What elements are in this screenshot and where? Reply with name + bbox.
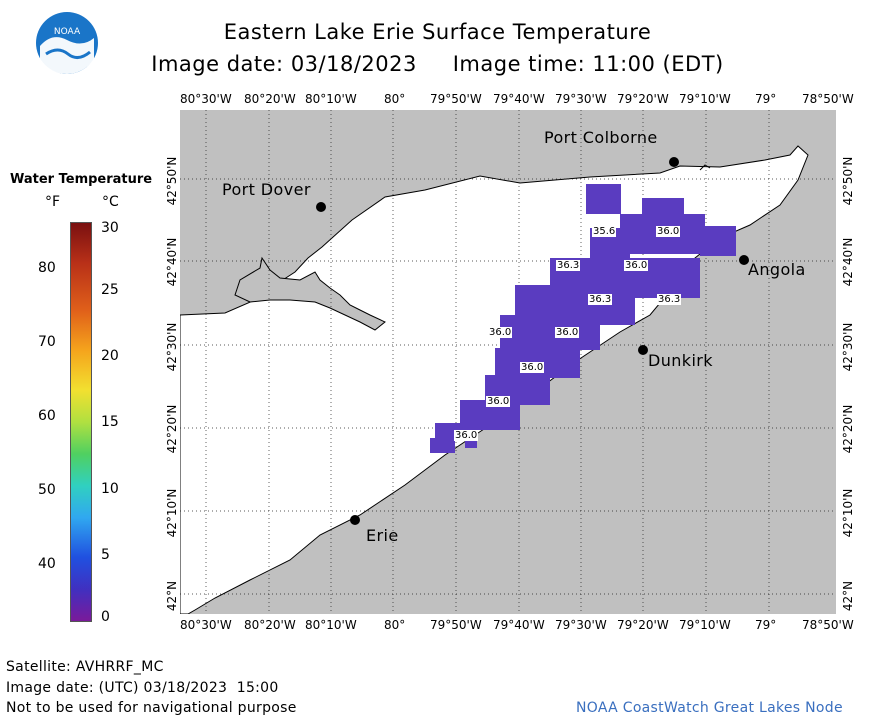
lon-tick-bottom: 79°50'W bbox=[430, 618, 482, 632]
legend-c-tick: 15 bbox=[101, 414, 119, 430]
lon-tick-top: 80°30'W bbox=[180, 92, 232, 106]
legend-c-tick: 20 bbox=[101, 348, 119, 364]
svg-text:NOAA: NOAA bbox=[54, 27, 81, 37]
temp-label: 36.0 bbox=[454, 430, 479, 441]
lon-tick-top: 80° bbox=[384, 92, 406, 106]
legend-f-tick: 80 bbox=[38, 260, 56, 276]
lon-tick-top: 79°20'W bbox=[617, 92, 669, 106]
city-label-port-dover: Port Dover bbox=[222, 180, 311, 199]
map-panel bbox=[180, 110, 836, 614]
lon-tick-top: 79°30'W bbox=[555, 92, 607, 106]
city-marker-port-colborne bbox=[669, 157, 679, 167]
temp-label: 36.3 bbox=[657, 294, 682, 305]
temp-label: 36.0 bbox=[486, 396, 511, 407]
lon-tick-bottom: 80°10'W bbox=[305, 618, 357, 632]
temp-label: 36.0 bbox=[488, 327, 513, 338]
temp-label: 36.0 bbox=[555, 327, 580, 338]
temp-label: 36.0 bbox=[520, 362, 545, 373]
footer-utc-date: Image date: (UTC) 03/18/2023 15:00 bbox=[6, 680, 279, 696]
shoreline-detail bbox=[699, 164, 711, 171]
lat-tick-left: 42°30'N bbox=[165, 322, 179, 372]
lon-tick-top: 79° bbox=[755, 92, 777, 106]
lon-tick-bottom: 80°20'W bbox=[244, 618, 296, 632]
lat-tick-left: 42°20'N bbox=[165, 404, 179, 454]
lat-tick-right: 42°20'N bbox=[841, 404, 855, 454]
lon-tick-top: 78°50'W bbox=[802, 92, 854, 106]
temp-label: 36.0 bbox=[624, 260, 649, 271]
legend-title: Water Temperature bbox=[10, 172, 153, 187]
lat-tick-left: 42°N bbox=[165, 580, 179, 612]
lon-tick-top: 80°20'W bbox=[244, 92, 296, 106]
lat-tick-right: 42°40'N bbox=[841, 237, 855, 287]
legend-f-tick: 40 bbox=[38, 556, 56, 572]
lat-tick-left: 42°40'N bbox=[165, 237, 179, 287]
lon-tick-bottom: 80°30'W bbox=[180, 618, 232, 632]
legend-c-tick: 25 bbox=[101, 282, 119, 298]
lon-tick-top: 79°40'W bbox=[493, 92, 545, 106]
legend-unit-c: °C bbox=[102, 194, 119, 210]
footer-satellite: Satellite: AVHRRF_MC bbox=[6, 659, 164, 675]
footer-credit: NOAA CoastWatch Great Lakes Node bbox=[576, 700, 843, 716]
city-label-dunkirk: Dunkirk bbox=[648, 351, 713, 370]
lat-tick-left: 42°10'N bbox=[165, 488, 179, 538]
legend-c-tick: 30 bbox=[101, 220, 119, 236]
temp-label: 35.6 bbox=[592, 226, 617, 237]
lon-tick-bottom: 78°50'W bbox=[802, 618, 854, 632]
city-label-erie: Erie bbox=[366, 526, 399, 545]
map-title: Eastern Lake Erie Surface Temperature bbox=[223, 20, 652, 44]
temp-label: 36.3 bbox=[588, 294, 613, 305]
lat-tick-left: 42°50'N bbox=[165, 156, 179, 206]
lat-tick-right: 42°50'N bbox=[841, 156, 855, 206]
lon-tick-bottom: 79°10'W bbox=[679, 618, 731, 632]
lon-tick-bottom: 80° bbox=[384, 618, 406, 632]
legend-f-tick: 70 bbox=[38, 334, 56, 350]
legend-c-tick: 0 bbox=[101, 609, 110, 625]
city-label-port-colborne: Port Colborne bbox=[544, 128, 658, 147]
lon-tick-top: 80°10'W bbox=[305, 92, 357, 106]
map-subtitle: Image date: 03/18/2023 Image time: 11:00… bbox=[151, 52, 724, 76]
lon-tick-bottom: 79°40'W bbox=[493, 618, 545, 632]
city-marker-erie bbox=[350, 515, 360, 525]
land-spit bbox=[234, 256, 386, 331]
city-marker-angola bbox=[739, 255, 749, 265]
legend-f-tick: 50 bbox=[38, 482, 56, 498]
footer-disclaimer: Not to be used for navigational purpose bbox=[6, 700, 297, 716]
lon-tick-bottom: 79°20'W bbox=[617, 618, 669, 632]
sst-region bbox=[430, 184, 736, 453]
city-marker-dunkirk bbox=[638, 345, 648, 355]
city-marker-port-dover bbox=[316, 202, 326, 212]
color-scale-bar bbox=[70, 222, 92, 622]
lon-tick-bottom: 79°30'W bbox=[555, 618, 607, 632]
lon-tick-top: 79°10'W bbox=[679, 92, 731, 106]
noaa-logo: NOAA bbox=[34, 10, 100, 76]
lat-tick-right: 42°10'N bbox=[841, 488, 855, 538]
lon-tick-top: 79°50'W bbox=[430, 92, 482, 106]
legend-f-tick: 60 bbox=[38, 408, 56, 424]
lat-tick-right: 42°N bbox=[841, 580, 855, 612]
city-label-angola: Angola bbox=[748, 260, 806, 279]
temp-label: 36.0 bbox=[656, 226, 681, 237]
lat-tick-right: 42°30'N bbox=[841, 322, 855, 372]
legend-unit-f: °F bbox=[45, 194, 61, 210]
legend-c-tick: 10 bbox=[101, 481, 119, 497]
legend-c-tick: 5 bbox=[101, 547, 110, 563]
lon-tick-bottom: 79° bbox=[755, 618, 777, 632]
temp-label: 36.3 bbox=[556, 260, 581, 271]
